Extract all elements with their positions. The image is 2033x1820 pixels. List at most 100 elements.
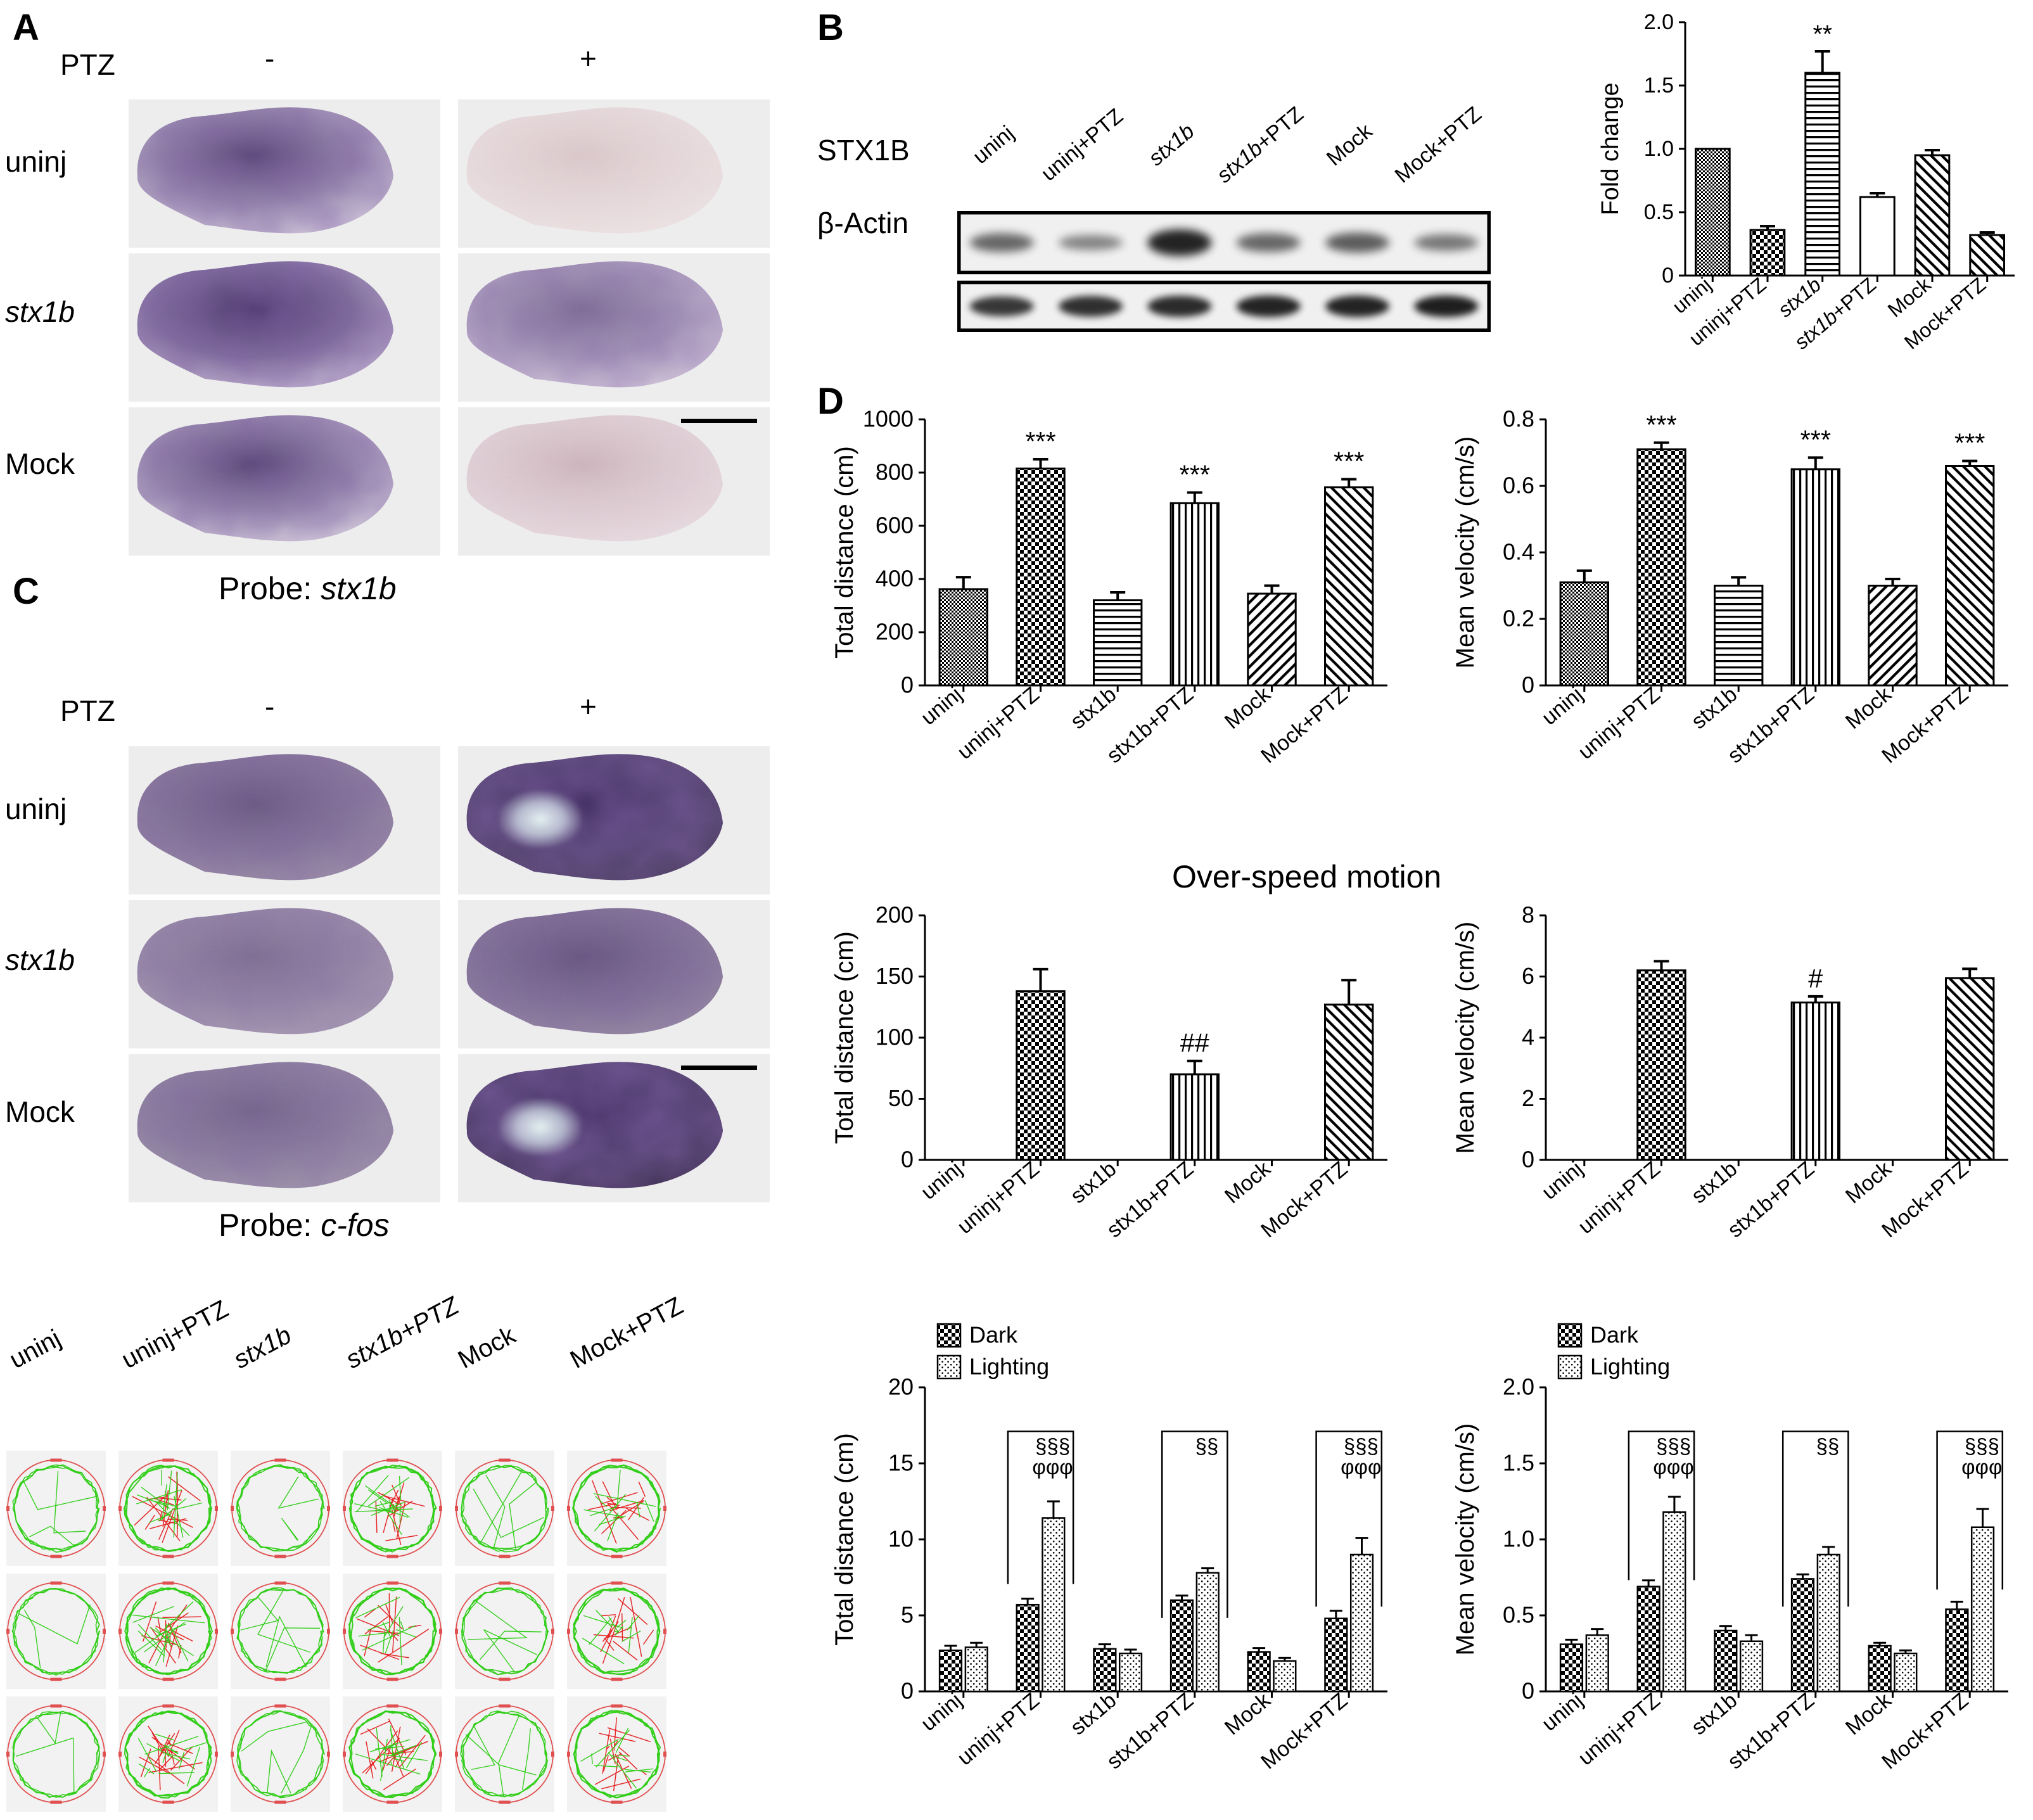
svg-text:Dark: Dark [969,1322,1018,1348]
svg-text:§§§: §§§ [1965,1435,1999,1458]
svg-text:§§§: §§§ [1344,1435,1379,1458]
svg-text:0: 0 [1522,1678,1534,1704]
svg-text:2.0: 2.0 [1644,10,1674,34]
svg-text:Mock: Mock [1841,1688,1896,1740]
svg-text:stx1b: stx1b [1687,1688,1742,1740]
svg-text:1000: 1000 [863,406,914,432]
svg-text:uninj: uninj [1537,1688,1587,1736]
svg-text:2.0: 2.0 [1503,1374,1534,1400]
svg-text:0: 0 [1522,1147,1534,1173]
svg-text:§§§: §§§ [1656,1435,1691,1458]
svg-text:φφφ: φφφ [1032,1456,1073,1479]
svg-text:***: *** [1646,410,1676,440]
svg-text:φφφ: φφφ [1961,1456,2002,1479]
svg-text:stx1b+PTZ: stx1b+PTZ [1102,682,1198,768]
svg-text:***: *** [1954,429,1985,458]
svg-text:φφφ: φφφ [1653,1456,1693,1479]
svg-text:***: *** [1180,461,1210,490]
svg-text:1.5: 1.5 [1503,1450,1534,1476]
svg-text:Mock+PTZ: Mock+PTZ [1877,682,1973,768]
svg-text:Mock+PTZ: Mock+PTZ [1877,1688,1973,1774]
svg-text:Total distance (cm): Total distance (cm) [831,446,858,659]
svg-text:10: 10 [888,1526,914,1552]
svg-text:Total distance (cm): Total distance (cm) [831,1433,858,1646]
svg-text:§§: §§ [1816,1435,1840,1458]
svg-text:Total distance (cm): Total distance (cm) [831,931,858,1144]
svg-text:uninj+PTZ: uninj+PTZ [1574,682,1665,764]
svg-text:400: 400 [876,566,914,592]
svg-text:§§§: §§§ [1035,1435,1070,1458]
svg-text:600: 600 [876,512,914,538]
svg-text:#: # [1808,964,1823,993]
svg-text:Mock+PTZ: Mock+PTZ [1256,1157,1352,1242]
svg-text:0.8: 0.8 [1503,406,1534,432]
svg-text:stx1b: stx1b [1687,682,1742,734]
svg-text:φφφ: φφφ [1341,1456,1381,1479]
svg-text:Lighting: Lighting [1590,1354,1670,1380]
svg-text:***: *** [1334,447,1364,476]
svg-text:0: 0 [1522,672,1534,698]
svg-text:***: *** [1800,425,1831,454]
svg-text:uninj+PTZ: uninj+PTZ [1574,1157,1665,1238]
svg-text:2: 2 [1522,1085,1534,1111]
svg-text:Mean velocity (cm/s): Mean velocity (cm/s) [1451,1423,1479,1656]
svg-text:150: 150 [876,963,914,989]
svg-text:200: 200 [876,902,914,928]
svg-text:0.5: 0.5 [1503,1602,1534,1628]
svg-text:5: 5 [901,1602,914,1628]
svg-text:Mock+PTZ: Mock+PTZ [1877,1157,1973,1242]
svg-text:uninj+PTZ: uninj+PTZ [1574,1688,1665,1770]
svg-text:Mock: Mock [1220,682,1275,734]
svg-text:Fold change: Fold change [1597,82,1624,215]
svg-text:stx1b+PTZ: stx1b+PTZ [1102,1688,1198,1774]
svg-text:0.6: 0.6 [1503,473,1534,499]
svg-text:Mock: Mock [1220,1688,1275,1740]
svg-text:uninj+PTZ: uninj+PTZ [953,682,1044,764]
svg-text:1.5: 1.5 [1644,73,1674,98]
svg-text:Mean velocity (cm/s): Mean velocity (cm/s) [1451,922,1479,1154]
svg-text:0.4: 0.4 [1503,539,1534,565]
svg-text:uninj: uninj [916,1157,966,1204]
svg-text:800: 800 [876,459,914,485]
svg-text:stx1b: stx1b [1066,1688,1121,1740]
svg-text:Mock: Mock [1220,1156,1275,1208]
svg-text:stx1b: stx1b [1066,1157,1121,1208]
svg-text:uninj+PTZ: uninj+PTZ [953,1688,1044,1770]
svg-text:stx1b: stx1b [1687,1157,1742,1208]
svg-text:50: 50 [888,1085,914,1111]
svg-text:15: 15 [888,1450,914,1476]
svg-text:stx1b: stx1b [1066,682,1121,734]
svg-text:Lighting: Lighting [969,1354,1049,1380]
svg-text:stx1b+PTZ: stx1b+PTZ [1723,1688,1819,1774]
svg-text:stx1b+PTZ: stx1b+PTZ [1102,1157,1198,1242]
svg-text:Mock+PTZ: Mock+PTZ [1256,682,1352,768]
svg-text:uninj+PTZ: uninj+PTZ [953,1157,1044,1238]
svg-text:0.2: 0.2 [1503,606,1534,632]
svg-text:Mock: Mock [1841,682,1896,734]
svg-text:uninj: uninj [916,1688,966,1736]
svg-text:200: 200 [876,619,914,645]
svg-text:0: 0 [1662,264,1674,288]
svg-text:uninj: uninj [1668,273,1716,318]
svg-text:stx1b+PTZ: stx1b+PTZ [1723,1157,1819,1242]
svg-text:6: 6 [1522,963,1534,989]
svg-text:1.0: 1.0 [1644,137,1674,161]
svg-text:1.0: 1.0 [1503,1526,1534,1552]
svg-text:§§: §§ [1195,1435,1219,1458]
svg-text:Mean velocity (cm/s): Mean velocity (cm/s) [1451,436,1479,669]
svg-text:0: 0 [901,1678,914,1704]
svg-text:***: *** [1025,427,1055,456]
svg-text:100: 100 [876,1024,914,1050]
svg-text:Dark: Dark [1590,1322,1639,1348]
svg-text:0.5: 0.5 [1644,200,1674,224]
svg-text:4: 4 [1522,1024,1534,1050]
svg-text:Mock: Mock [1841,1156,1896,1208]
svg-text:0: 0 [901,1147,914,1173]
svg-text:uninj: uninj [1537,682,1587,730]
svg-text:0: 0 [901,672,914,698]
svg-text:##: ## [1180,1029,1209,1058]
svg-text:8: 8 [1522,902,1534,928]
svg-text:20: 20 [888,1374,914,1400]
svg-text:stx1b+PTZ: stx1b+PTZ [1723,682,1819,768]
svg-text:**: ** [1813,21,1832,48]
